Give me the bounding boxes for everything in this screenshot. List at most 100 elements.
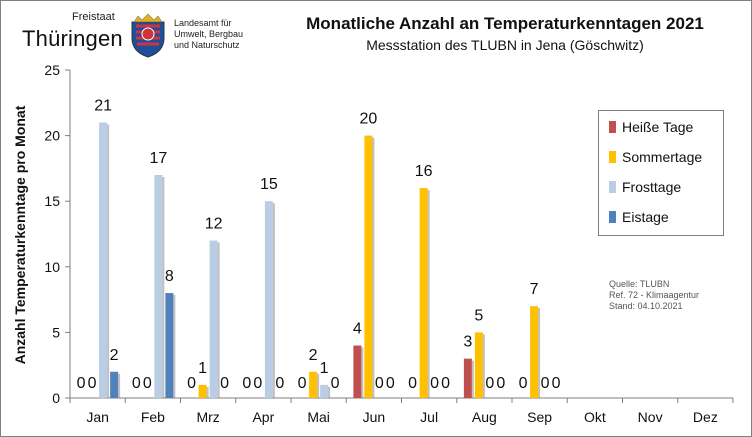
x-tick-label: Aug: [472, 409, 497, 425]
bar-rect: [309, 371, 318, 398]
bar-shadow: [482, 334, 485, 398]
data-label: 1: [198, 360, 207, 377]
data-label: 0: [386, 375, 395, 392]
bar-shadow: [272, 203, 275, 398]
data-label: 0: [408, 375, 417, 392]
data-label: 0: [496, 375, 505, 392]
x-tick-label: Jun: [363, 409, 386, 425]
bar: [320, 384, 331, 398]
legend-item-heisse-tage: Heiße Tage: [609, 118, 693, 136]
bar: [110, 371, 121, 398]
data-label: 16: [415, 163, 433, 180]
source-note: Quelle: TLUBN Ref. 72 - Klimaagentur Sta…: [609, 279, 699, 312]
bar: [165, 293, 176, 398]
bar-rect: [419, 188, 428, 398]
data-label: 4: [353, 321, 362, 338]
data-label: 0: [331, 375, 340, 392]
data-label: 0: [143, 375, 152, 392]
chart-subtitle: Messstation des TLUBN in Jena (Göschwitz…: [366, 37, 644, 53]
bar-rect: [463, 358, 472, 398]
legend-swatch-sommertage: [609, 151, 616, 163]
legend-swatch-heisse-tage: [609, 121, 616, 133]
legend-swatch-eistage: [609, 211, 616, 223]
legend-swatch-frosttage: [609, 181, 616, 193]
source-line-3: Stand: 04.10.2021: [609, 301, 683, 311]
bar-shadow: [162, 176, 165, 398]
data-label: 8: [165, 268, 174, 285]
logo-side-line-1: Landesamt für: [174, 18, 232, 28]
y-tick-label: 5: [52, 324, 60, 340]
data-label: 2: [110, 347, 119, 364]
x-tick-label: Apr: [252, 409, 274, 425]
data-label: 15: [260, 176, 278, 193]
data-label: 21: [94, 97, 112, 114]
y-tick-label: 25: [44, 62, 60, 78]
bar: [353, 345, 364, 398]
data-label: 2: [309, 347, 318, 364]
x-tick-label: Sep: [527, 409, 552, 425]
bar-shadow: [317, 373, 320, 398]
logo-side-line-3: und Naturschutz: [174, 40, 240, 50]
bar: [264, 201, 275, 398]
bar-shadow: [173, 295, 176, 398]
legend-item-sommertage: Sommertage: [609, 148, 702, 166]
bar-shadow: [361, 347, 364, 398]
bar: [364, 135, 375, 398]
data-label: 0: [298, 375, 307, 392]
bar: [463, 358, 474, 398]
data-label: 0: [375, 375, 384, 392]
bar-rect: [353, 345, 362, 398]
data-label: 7: [530, 281, 539, 298]
bar: [99, 122, 110, 398]
bar-rect: [530, 306, 539, 398]
data-label: 0: [519, 375, 528, 392]
bar-shadow: [107, 124, 110, 398]
data-label: 12: [205, 216, 223, 233]
y-tick-label: 20: [44, 128, 60, 144]
bar-shadow: [328, 386, 331, 398]
logo-top-text: Freistaat: [72, 11, 115, 23]
source-line-2: Ref. 72 - Klimaagentur: [609, 290, 700, 300]
bar-rect: [474, 332, 483, 398]
bar-shadow: [372, 137, 375, 398]
coat-of-arms-icon: [131, 14, 165, 58]
legend-item-eistage: Eistage: [609, 208, 669, 226]
bar-shadow: [217, 242, 220, 398]
x-tick-label: Jul: [420, 409, 438, 425]
logo-main-text: Thüringen: [22, 26, 123, 51]
x-tick-label: Dez: [693, 409, 718, 425]
bar-rect: [198, 384, 207, 398]
bar-shadow: [471, 360, 474, 398]
bar-rect: [154, 174, 163, 398]
x-tick-label: Jan: [86, 409, 109, 425]
bar-rect: [320, 384, 329, 398]
data-label: 0: [77, 375, 86, 392]
bar: [419, 188, 430, 398]
data-label: 0: [441, 375, 450, 392]
bar-rect: [364, 135, 373, 398]
logo-side-line-2: Umwelt, Bergbau: [174, 29, 244, 39]
y-tick-label: 0: [52, 390, 60, 406]
bar-shadow: [538, 308, 541, 398]
data-label: 0: [253, 375, 262, 392]
chart-legend: Heiße Tage Sommertage Frosttage Eistage: [598, 110, 724, 236]
legend-label-eistage: Eistage: [622, 209, 669, 225]
data-label: 3: [463, 334, 472, 351]
data-label: 0: [187, 375, 196, 392]
bar-rect: [110, 371, 119, 398]
y-tick-label: 10: [44, 259, 60, 275]
bar-rect: [99, 122, 108, 398]
data-label: 0: [552, 375, 561, 392]
data-label: 0: [275, 375, 284, 392]
data-label: 17: [149, 150, 167, 167]
source-line-1: Quelle: TLUBN: [609, 279, 670, 289]
bar-rect: [209, 240, 218, 398]
bar-shadow: [206, 386, 209, 398]
bar: [474, 332, 485, 398]
bar-shadow: [427, 190, 430, 398]
bar-shadow: [118, 373, 121, 398]
legend-label-frosttage: Frosttage: [622, 179, 682, 195]
x-tick-label: Nov: [638, 409, 663, 425]
x-tick-label: Okt: [584, 409, 606, 425]
